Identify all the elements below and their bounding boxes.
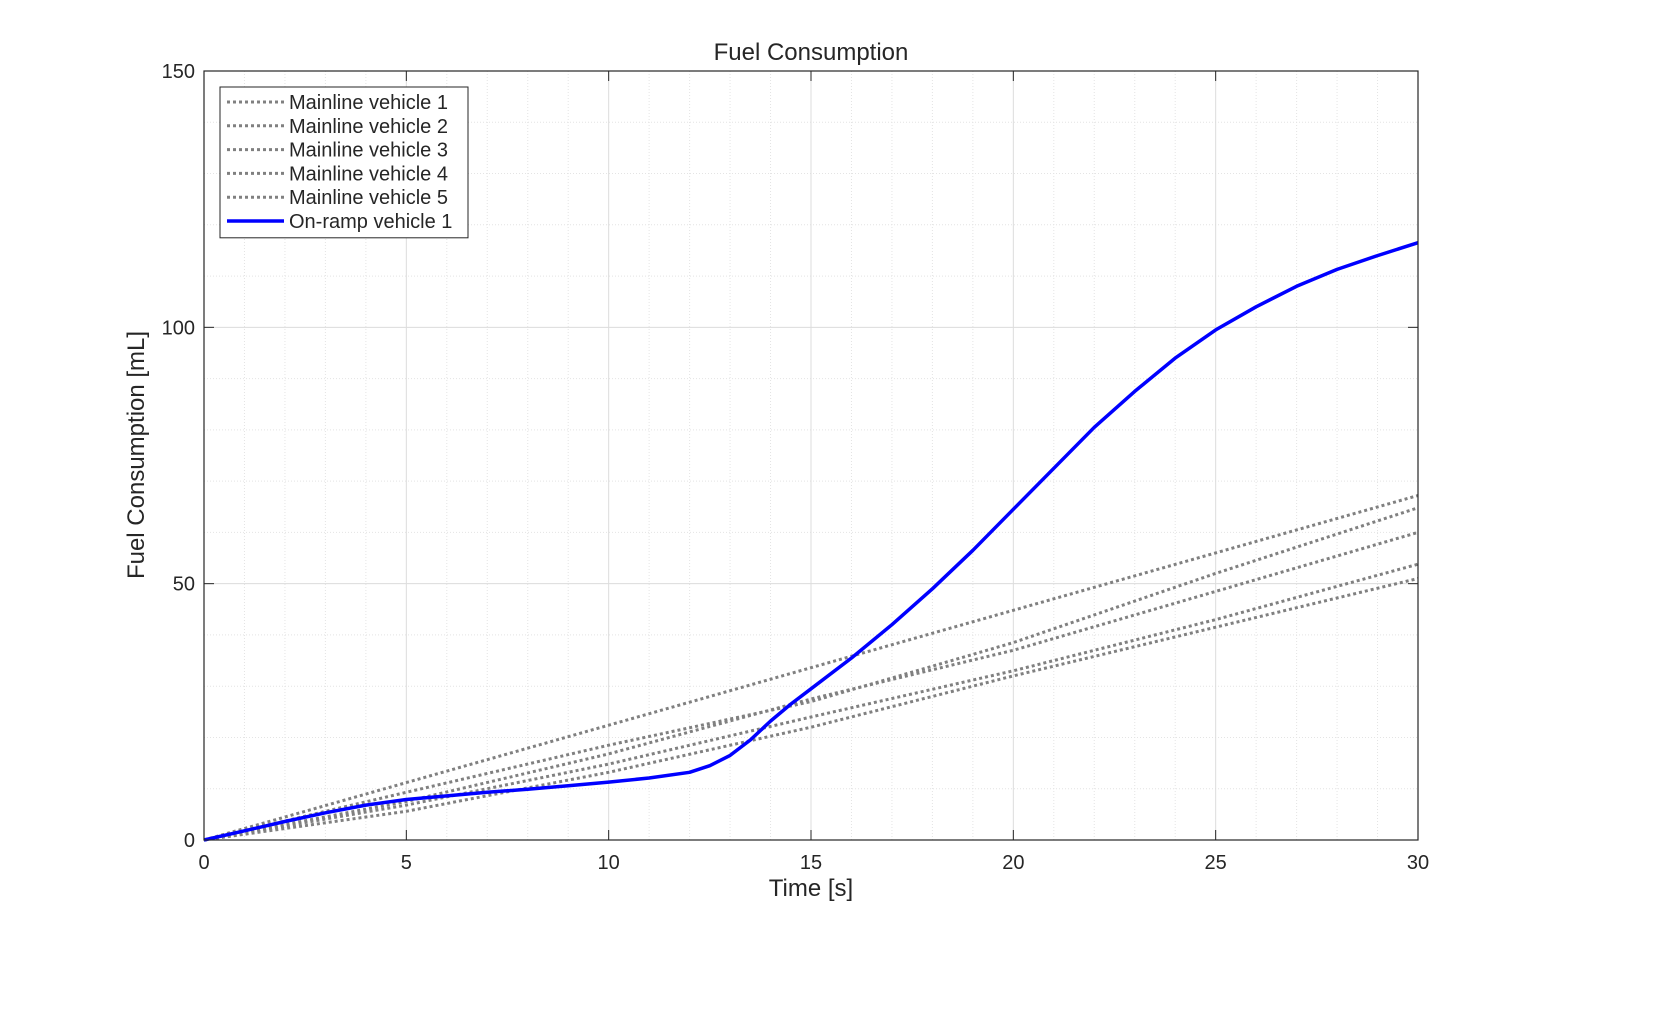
- x-tick-label: 25: [1205, 852, 1227, 874]
- series-line-1: [203, 494, 1419, 842]
- y-axis-label: Fuel Consumption [mL]: [123, 331, 150, 579]
- tick-labels: 0 5 10 15 20 25 30 0 50 100 150: [162, 61, 1430, 874]
- x-tick-label: 10: [598, 852, 620, 874]
- legend-entry: Mainline vehicle 5: [289, 187, 448, 209]
- axes: [203, 70, 1419, 841]
- legend-entry: Mainline vehicle 2: [289, 116, 448, 138]
- x-tick-label: 15: [800, 852, 822, 874]
- legend-entry: Mainline vehicle 4: [289, 163, 448, 185]
- series-layer: [203, 241, 1419, 842]
- series-line-5: [203, 577, 1419, 842]
- legend-box: [219, 86, 469, 239]
- x-tick-label: 0: [198, 852, 209, 874]
- x-tick-label: 20: [1002, 852, 1024, 874]
- x-tick-label: 5: [401, 852, 412, 874]
- legend-entry: On-ramp vehicle 1: [289, 211, 452, 233]
- y-tick-label: 0: [184, 830, 195, 852]
- x-axis-label: Time [s]: [769, 875, 853, 902]
- series-line-6: [203, 241, 1419, 842]
- x-tick-label: 30: [1407, 852, 1429, 874]
- series-line-3: [203, 530, 1419, 842]
- series-line-4: [203, 562, 1419, 842]
- y-tick-label: 50: [173, 574, 195, 596]
- y-tick-label: 150: [162, 61, 195, 83]
- y-tick-label: 100: [162, 317, 195, 339]
- legend-entry: Mainline vehicle 1: [289, 92, 448, 114]
- legend-entry: Mainline vehicle 3: [289, 140, 448, 162]
- chart-title: Fuel Consumption: [714, 39, 909, 66]
